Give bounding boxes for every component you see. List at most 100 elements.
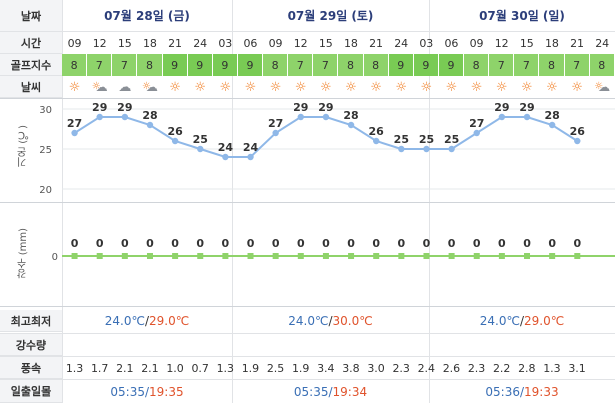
temp-point xyxy=(347,121,355,129)
hour-cell: 24 xyxy=(394,36,409,50)
rain-data-label: 0 xyxy=(71,237,79,250)
rain-data-label: 0 xyxy=(548,237,556,250)
temp-data-label: 28 xyxy=(544,109,559,122)
golf-index-cell: 8 xyxy=(363,54,389,76)
sun-icon: ☼ xyxy=(294,79,307,95)
precipitation-chart: 0 0 0 0 0 0 0 0 0 0 0 0 0 0 0 0 0 0 0 0 0 0 xyxy=(52,237,615,263)
golf-index-cell: 9 xyxy=(237,54,263,76)
wind-speed-cell: 2.1 xyxy=(116,361,134,375)
golf-index-cell: 7 xyxy=(288,54,314,76)
temp-data-label: 25 xyxy=(193,133,208,146)
cloud-icon: ☁ xyxy=(118,79,132,95)
temp-data-label: 29 xyxy=(117,101,132,114)
wind-speed-cell: 2.3 xyxy=(392,361,410,375)
temp-point xyxy=(398,145,405,153)
temp-data-label: 25 xyxy=(394,133,409,146)
golf-index-cell: 8 xyxy=(263,54,289,76)
rain-point xyxy=(524,253,531,259)
temp-data-label: 29 xyxy=(494,101,509,114)
temp-data-label: 27 xyxy=(268,117,283,130)
rain-data-label: 0 xyxy=(523,237,531,250)
rain-data-label: 0 xyxy=(272,237,280,250)
rain-point xyxy=(197,253,204,259)
day-header-2: 07월 29일 (토) xyxy=(232,0,429,32)
temp-point xyxy=(548,121,556,129)
wind-speed-cell: 3.0 xyxy=(367,361,385,375)
hour-cell: 12 xyxy=(92,36,107,50)
wind-speed-row: 1.3 1.7 2.1 2.1 1.0 0.7 1.3 1.9 2.5 1.9 3.4 3.8 3.0 2… xyxy=(62,357,615,379)
temp-data-label: 29 xyxy=(519,101,534,114)
precip-amount-label: 강수량 xyxy=(0,334,62,356)
rain-data-label: 0 xyxy=(473,237,481,250)
temp-tick-label: 25 xyxy=(39,145,52,156)
sun-icon: ☼ xyxy=(169,79,181,95)
golf-index-cell: 8 xyxy=(137,54,163,76)
rain-point xyxy=(121,253,128,259)
hour-cell: 24 xyxy=(193,36,208,50)
wind-speed-cell: 2.3 xyxy=(467,361,486,375)
temp-point xyxy=(71,129,78,137)
wind-speed-cell: 2.6 xyxy=(442,361,461,375)
wind-speed-cell: 1.9 xyxy=(291,361,310,375)
rain-data-label: 0 xyxy=(297,237,305,250)
temp-point xyxy=(197,145,204,153)
hour-cell: 03 xyxy=(218,36,233,50)
golf-index-cell: 8 xyxy=(539,54,565,76)
rain-point xyxy=(71,253,78,259)
weather-icons-row: ☼ ☼ ☁ ☁ ☼ ☁ ☼ ☼ ☼ ☼ ☼ ☼ ☼ ☼ ☼ ☼ ☼ ☼ ☼ ☼ ☼ ☼ ☼ ☼ ☁ xyxy=(62,76,615,98)
hour-cell: 12 xyxy=(293,36,308,50)
rain-data-label: 0 xyxy=(322,237,330,250)
sun-cloud-icon: ☼ ☁ xyxy=(141,80,158,94)
golf-index-cell: 7 xyxy=(514,54,540,76)
temp-point xyxy=(523,113,531,121)
rain-point xyxy=(172,253,179,259)
temp-point xyxy=(146,121,154,129)
wind-speed-cell: 2.1 xyxy=(141,361,159,375)
hour-cell: 24 xyxy=(595,36,610,50)
min-max-label: 최고최저 xyxy=(0,310,62,332)
rain-data-label: 0 xyxy=(398,237,406,250)
date-label: 날짜 xyxy=(0,0,62,32)
golf-index-cell: 9 xyxy=(162,54,188,76)
sun-cloud-icon: ☼ ☁ xyxy=(91,80,108,94)
rain-point xyxy=(146,253,153,259)
wind-speed-cell: 1.3 xyxy=(216,361,235,375)
rain-data-label: 0 xyxy=(222,237,230,250)
temp-point xyxy=(222,153,229,161)
rain-data-label: 0 xyxy=(573,237,581,250)
temp-point xyxy=(121,113,129,121)
hour-cell: 12 xyxy=(494,36,509,50)
sun-icon: ☼ xyxy=(571,79,583,95)
rain-point xyxy=(348,253,355,259)
rain-data-label: 0 xyxy=(372,237,380,250)
golf-index-cell: 7 xyxy=(112,54,138,76)
sun-icon: ☼ xyxy=(345,79,357,95)
rain-point xyxy=(373,253,380,259)
rain-data-label: 0 xyxy=(347,237,355,250)
temp-point xyxy=(171,137,179,145)
hour-cell: 06 xyxy=(243,36,258,50)
golf-index-cell: 8 xyxy=(589,54,615,76)
wind-speed-cell: 3.1 xyxy=(568,361,586,375)
temp-data-label: 25 xyxy=(444,133,459,146)
hour-cell: 09 xyxy=(469,36,484,50)
day2-sun-times: 05:35/19:34 xyxy=(293,384,368,399)
sun-icon: ☼ xyxy=(244,79,257,95)
temp-data-label: 25 xyxy=(419,133,434,146)
sun-icon: ☼ xyxy=(370,79,382,95)
golf-index-cell: 8 xyxy=(464,54,490,76)
hour-cell: 03 xyxy=(419,36,434,50)
rain-data-label: 0 xyxy=(448,237,456,250)
wind-speed-cell: 1.7 xyxy=(90,361,109,375)
golf-index-cell: 9 xyxy=(187,54,213,76)
rain-point xyxy=(272,253,279,259)
wind-speed-label: 풍속 xyxy=(0,357,62,379)
rain-tick-label: 0 xyxy=(52,252,58,263)
hour-cell: 18 xyxy=(142,36,157,50)
wind-speed-cell: 1.3 xyxy=(543,361,561,375)
sun-icon: ☼ xyxy=(470,79,483,95)
temp-point xyxy=(423,145,430,153)
sun-icon: ☼ xyxy=(194,79,207,95)
temp-data-label: 28 xyxy=(343,109,358,122)
rain-point xyxy=(574,253,581,259)
